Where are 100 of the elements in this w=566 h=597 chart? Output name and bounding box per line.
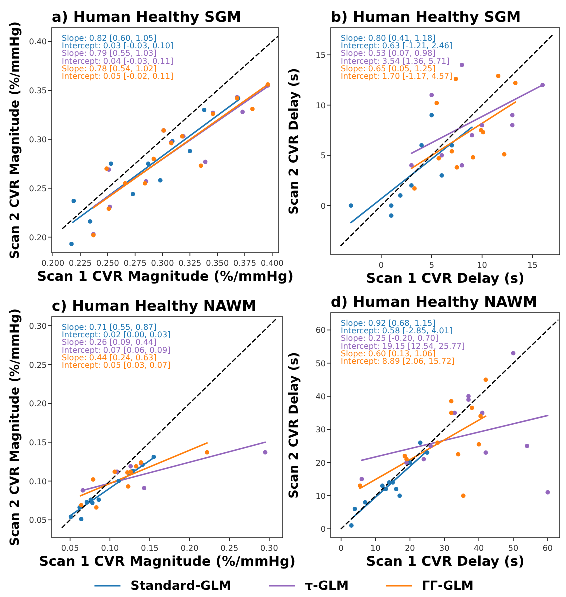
point bbox=[72, 198, 76, 204]
x-tick-label: 15 bbox=[528, 261, 538, 270]
annotation: Intercept: 0.58 [-2.85, 4.01] bbox=[341, 326, 453, 336]
y-tick-label: 0.30 bbox=[29, 136, 47, 145]
y-tick-label: 5 bbox=[320, 152, 326, 161]
point bbox=[398, 194, 403, 198]
y-tick-label: 40 bbox=[316, 392, 326, 402]
x-tick-label: 0.400 bbox=[260, 259, 284, 268]
y-tick-label: 0.10 bbox=[29, 477, 47, 486]
point bbox=[404, 457, 409, 462]
annotation: Slope: 0.26 [0.09, 0.44] bbox=[62, 338, 157, 348]
annotation: Slope: 0.78 [0.54, 1.02] bbox=[62, 64, 157, 74]
point bbox=[470, 133, 474, 138]
point bbox=[134, 464, 139, 469]
annotation: Slope: 0.60 [0.13, 1.06] bbox=[341, 349, 436, 358]
annotation: Slope: 0.79 [0.55, 1.03] bbox=[62, 49, 157, 58]
y-tick-label: 15 bbox=[316, 51, 326, 60]
point bbox=[205, 450, 210, 455]
point bbox=[456, 452, 461, 457]
point bbox=[352, 506, 358, 512]
y-axis-title: Scan 2 CVR Delay (s) bbox=[286, 352, 301, 499]
point bbox=[402, 454, 408, 458]
point bbox=[90, 500, 95, 506]
point bbox=[188, 149, 192, 154]
point bbox=[125, 470, 130, 475]
y-tick-label: 0.25 bbox=[29, 360, 47, 370]
x-tick-label: 0.325 bbox=[178, 259, 202, 268]
x-tick-label: 0 bbox=[338, 544, 344, 553]
y-tick-label: 60 bbox=[316, 326, 326, 336]
point bbox=[384, 487, 388, 492]
y-tick-label: 0 bbox=[320, 202, 326, 211]
point bbox=[484, 378, 488, 382]
x-tick-label: 0.15 bbox=[141, 544, 159, 553]
y-tick-label: 0.25 bbox=[29, 184, 47, 194]
point bbox=[425, 450, 430, 456]
point bbox=[408, 460, 412, 465]
point bbox=[471, 155, 476, 160]
point bbox=[420, 143, 424, 148]
chart-title: d) Human Healthy NAWM bbox=[331, 295, 538, 311]
y-tick-label: 0.35 bbox=[29, 86, 47, 96]
x-tick-label: 0.30 bbox=[260, 544, 278, 553]
point bbox=[198, 164, 204, 168]
point bbox=[450, 143, 454, 148]
point bbox=[116, 479, 122, 484]
annotation: Intercept: 19.15 [12.54, 25.77] bbox=[341, 342, 465, 351]
x-tick-label: 50 bbox=[508, 544, 519, 553]
point bbox=[454, 77, 458, 82]
point bbox=[470, 406, 474, 410]
x-tick-label: 0.25 bbox=[220, 544, 239, 553]
x-tick-label: 20 bbox=[405, 544, 416, 553]
point bbox=[476, 442, 482, 447]
chart-title: c) Human Healthy NAWM bbox=[52, 299, 257, 315]
point bbox=[94, 506, 99, 510]
legend-label: τ-GLM bbox=[305, 578, 349, 593]
y-tick-label: 0.05 bbox=[29, 516, 47, 526]
y-tick-label: 0.20 bbox=[29, 233, 47, 242]
point bbox=[348, 204, 354, 208]
point bbox=[240, 110, 246, 114]
point bbox=[546, 490, 550, 495]
y-tick-label: 20 bbox=[316, 458, 326, 468]
x-tick-label: 0.275 bbox=[124, 259, 147, 268]
point bbox=[513, 81, 518, 86]
x-axis-title: Scan 1 CVR Delay (s) bbox=[366, 554, 525, 570]
point bbox=[88, 219, 93, 224]
y-tick-label: 0.30 bbox=[29, 322, 47, 331]
y-tick-label: 0.40 bbox=[29, 38, 47, 47]
annotation: Intercept: 3.54 [1.36, 5.71] bbox=[341, 56, 450, 66]
point bbox=[434, 101, 440, 106]
x-tick-label: 0.10 bbox=[101, 544, 120, 553]
y-tick-label: 0.15 bbox=[29, 438, 47, 448]
annotation: Intercept: 0.63 [-1.21, 2.46] bbox=[341, 42, 453, 51]
point bbox=[68, 514, 74, 520]
point bbox=[79, 503, 84, 508]
point bbox=[449, 410, 454, 416]
y-tick-label: 0.20 bbox=[29, 400, 47, 409]
point bbox=[142, 486, 147, 490]
x-tick-label: 5 bbox=[429, 261, 434, 270]
annotation: Slope: 0.82 [0.60, 1.05] bbox=[62, 34, 157, 43]
point bbox=[109, 162, 114, 166]
point bbox=[80, 488, 86, 493]
y-axis-title: Scan 2 CVR Magnitude (%/mmHg) bbox=[7, 308, 22, 546]
annotation: Intercept: 0.03 [-0.03, 0.10] bbox=[62, 42, 174, 51]
point bbox=[360, 477, 364, 482]
point bbox=[363, 500, 368, 505]
point bbox=[418, 440, 423, 446]
point bbox=[203, 160, 208, 164]
annotation: Slope: 0.25 [-0.20, 0.70] bbox=[341, 334, 439, 344]
point bbox=[450, 149, 454, 154]
x-axis-title: Scan 1 CVR Magnitude (%/mmHg) bbox=[39, 554, 296, 570]
point bbox=[96, 498, 102, 502]
annotation: Intercept: 8.89 [2.06, 15.72] bbox=[341, 357, 455, 366]
point bbox=[380, 484, 385, 488]
point bbox=[511, 351, 516, 356]
point bbox=[460, 62, 464, 68]
point bbox=[112, 470, 118, 474]
y-tick-label: 10 bbox=[316, 492, 326, 501]
point bbox=[502, 152, 507, 157]
x-tick-label: 30 bbox=[440, 544, 450, 553]
chart-title: a) Human Healthy SGM bbox=[52, 10, 242, 26]
annotation: Slope: 0.44 [0.24, 0.63] bbox=[62, 353, 157, 362]
